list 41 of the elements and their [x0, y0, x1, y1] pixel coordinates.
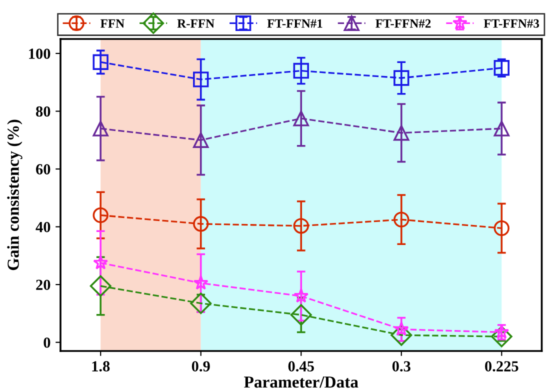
legend-label: R-FFN [177, 19, 214, 28]
x-tick-label: 0.45 [288, 361, 314, 372]
legend-label: FFN [100, 19, 124, 28]
x-tick-label: 0.9 [192, 361, 210, 372]
point [193, 216, 209, 232]
point [290, 304, 312, 326]
point [293, 218, 309, 234]
y-tick-label: 60 [36, 164, 50, 174]
point [93, 255, 108, 270]
point [293, 62, 309, 79]
point [394, 212, 410, 228]
y-axis-title: Gain consistency (%) [7, 120, 22, 270]
point [190, 292, 212, 314]
legend-label: FT-FFN#2 [376, 19, 431, 28]
point [494, 220, 510, 236]
y-tick-label: 80 [36, 106, 50, 117]
point [193, 132, 209, 148]
point [390, 324, 412, 346]
point [394, 125, 410, 141]
point [490, 326, 512, 348]
point [92, 54, 108, 70]
x-axis-title: Parameter/Data [244, 376, 358, 388]
point [92, 120, 108, 136]
y-tick-label: 100 [29, 48, 50, 59]
point [494, 120, 510, 136]
x-tick-label: 0.225 [485, 361, 518, 372]
y-tick-label: 40 [36, 222, 50, 232]
y-tick-label: 20 [36, 280, 50, 290]
point [193, 275, 208, 290]
legend-label: FT-FFN#3 [484, 19, 540, 28]
point [293, 110, 309, 126]
y-tick-label: 0 [44, 337, 50, 348]
point [394, 70, 410, 86]
x-tick-label: 1.8 [92, 361, 110, 372]
legend-label: FT-FFN#1 [267, 19, 322, 28]
x-tick-label: 0.3 [392, 361, 410, 372]
point [193, 72, 209, 88]
point [90, 275, 112, 297]
point [494, 60, 510, 76]
point [294, 288, 309, 303]
point [92, 207, 108, 224]
